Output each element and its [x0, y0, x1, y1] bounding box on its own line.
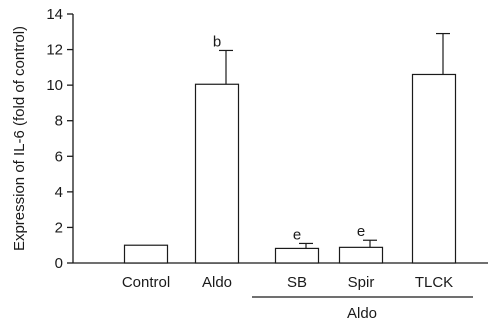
y-tick-label: 4 [55, 184, 63, 201]
labels: Control b Aldo e SB e Spir TLCK Aldo [122, 33, 453, 322]
category-label-control: Control [122, 274, 170, 291]
y-tick-label: 0 [55, 255, 63, 272]
y-tick-label: 12 [46, 42, 63, 59]
significance-label-spir: e [357, 223, 365, 240]
category-label-aldo: Aldo [202, 274, 232, 291]
significance-label-sb: e [293, 226, 301, 243]
y-tick-label: 8 [55, 113, 63, 130]
y-tick-label: 10 [46, 77, 63, 94]
category-label-sb: SB [287, 274, 307, 291]
significance-label-aldo: b [213, 33, 221, 50]
y-tick-label: 6 [55, 148, 63, 165]
y-axis-label: Expression of IL-6 (fold of control) [11, 26, 28, 251]
bar-control [123, 244, 169, 264]
bar-spir [338, 246, 384, 264]
bar-tlck [411, 73, 457, 264]
bar-sb [274, 247, 320, 264]
category-label-spir: Spir [348, 274, 375, 291]
y-tick-label: 14 [46, 6, 63, 23]
bar-aldo [194, 83, 240, 264]
category-label-tlck: TLCK [415, 274, 453, 291]
group-label: Aldo [347, 305, 377, 322]
bars [123, 32, 457, 264]
y-tick-label: 2 [55, 219, 63, 236]
